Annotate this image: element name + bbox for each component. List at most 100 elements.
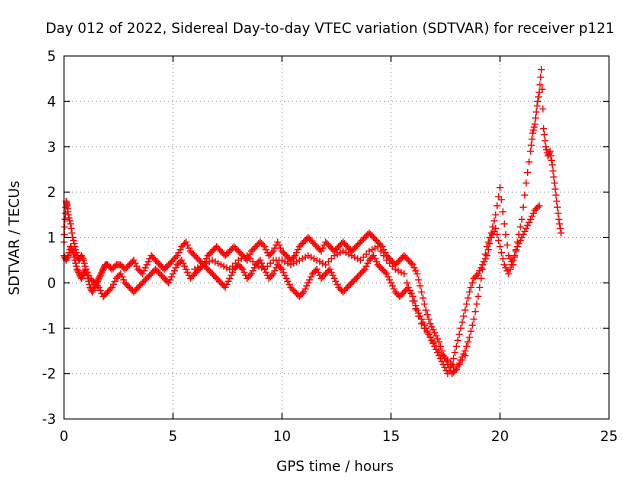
data-point bbox=[268, 249, 276, 257]
data-point bbox=[463, 342, 471, 350]
data-point bbox=[304, 279, 312, 287]
data-point bbox=[68, 229, 76, 237]
data-point bbox=[140, 267, 148, 275]
data-point bbox=[99, 265, 107, 273]
data-point bbox=[269, 247, 277, 255]
data-point bbox=[90, 285, 98, 293]
data-point bbox=[484, 246, 492, 254]
data-point bbox=[537, 73, 545, 81]
data-point bbox=[428, 323, 436, 331]
data-point bbox=[429, 338, 437, 346]
data-point bbox=[493, 230, 501, 238]
data-point bbox=[179, 259, 187, 267]
data-point bbox=[185, 244, 193, 252]
data-point bbox=[89, 286, 97, 294]
data-point bbox=[419, 318, 427, 326]
data-point bbox=[107, 285, 115, 293]
data-point bbox=[540, 125, 548, 133]
data-point bbox=[319, 244, 327, 252]
data-point bbox=[96, 286, 104, 294]
data-point bbox=[406, 288, 414, 296]
data-point bbox=[532, 108, 540, 116]
data-point bbox=[455, 361, 463, 369]
data-point bbox=[70, 240, 78, 248]
data-point bbox=[130, 256, 138, 264]
x-tick-label: 5 bbox=[169, 429, 178, 445]
data-point bbox=[479, 261, 487, 269]
data-point bbox=[268, 271, 276, 279]
data-point bbox=[431, 329, 439, 337]
data-point bbox=[67, 244, 75, 252]
data-point bbox=[327, 268, 335, 276]
data-point bbox=[70, 253, 78, 261]
data-point bbox=[377, 247, 385, 255]
data-point bbox=[476, 283, 484, 291]
y-tick-label: 1 bbox=[47, 231, 56, 247]
data-point bbox=[79, 255, 87, 263]
data-point bbox=[470, 315, 478, 323]
data-point bbox=[109, 280, 117, 288]
x-axis-label: GPS time / hours bbox=[276, 459, 393, 475]
data-point bbox=[317, 247, 325, 255]
data-point bbox=[535, 93, 543, 101]
data-point bbox=[522, 179, 530, 187]
data-point bbox=[449, 355, 457, 362]
data-point bbox=[519, 230, 527, 238]
data-point bbox=[285, 280, 293, 288]
data-point bbox=[550, 173, 558, 181]
y-tick-label: 4 bbox=[47, 94, 56, 110]
data-point bbox=[418, 288, 426, 296]
data-point bbox=[512, 247, 520, 255]
data-point bbox=[556, 220, 564, 228]
data-point bbox=[77, 274, 85, 282]
data-point bbox=[477, 264, 485, 272]
y-tick-label: 0 bbox=[47, 276, 56, 292]
data-point bbox=[120, 276, 128, 284]
data-point bbox=[555, 215, 563, 223]
data-point bbox=[182, 238, 190, 246]
data-point bbox=[77, 252, 85, 260]
data-point bbox=[480, 258, 488, 266]
data-point bbox=[144, 258, 152, 266]
data-point bbox=[465, 333, 473, 341]
data-point bbox=[524, 168, 532, 176]
data-point bbox=[531, 120, 539, 128]
data-point bbox=[246, 271, 254, 279]
data-point bbox=[499, 208, 507, 216]
data-point bbox=[332, 277, 340, 285]
data-point bbox=[172, 253, 180, 261]
data-point bbox=[69, 250, 77, 258]
data-point bbox=[495, 237, 503, 245]
data-point bbox=[476, 267, 484, 275]
data-point bbox=[61, 223, 69, 231]
data-point bbox=[131, 259, 139, 267]
data-point bbox=[74, 267, 82, 275]
data-point bbox=[72, 262, 80, 270]
data-point bbox=[527, 215, 535, 223]
data-point bbox=[262, 268, 270, 276]
data-point bbox=[64, 252, 72, 260]
data-point bbox=[256, 256, 264, 264]
data-point bbox=[176, 246, 184, 254]
data-point bbox=[415, 276, 423, 284]
data-point bbox=[98, 268, 106, 276]
data-point bbox=[426, 333, 434, 341]
data-point bbox=[549, 167, 557, 175]
data-point bbox=[463, 300, 471, 308]
data-point bbox=[452, 365, 460, 373]
data-point bbox=[415, 312, 423, 320]
data-point bbox=[66, 217, 74, 225]
data-point bbox=[99, 267, 107, 275]
data-point bbox=[422, 306, 430, 314]
data-point bbox=[282, 274, 290, 282]
data-point bbox=[372, 258, 380, 266]
data-point bbox=[370, 252, 378, 260]
grid-lines bbox=[64, 56, 609, 419]
data-point bbox=[111, 277, 119, 285]
data-point bbox=[500, 220, 508, 228]
data-point bbox=[492, 224, 500, 232]
data-point bbox=[390, 285, 398, 293]
data-point bbox=[69, 247, 77, 255]
data-point bbox=[499, 255, 507, 263]
data-point bbox=[486, 240, 494, 248]
